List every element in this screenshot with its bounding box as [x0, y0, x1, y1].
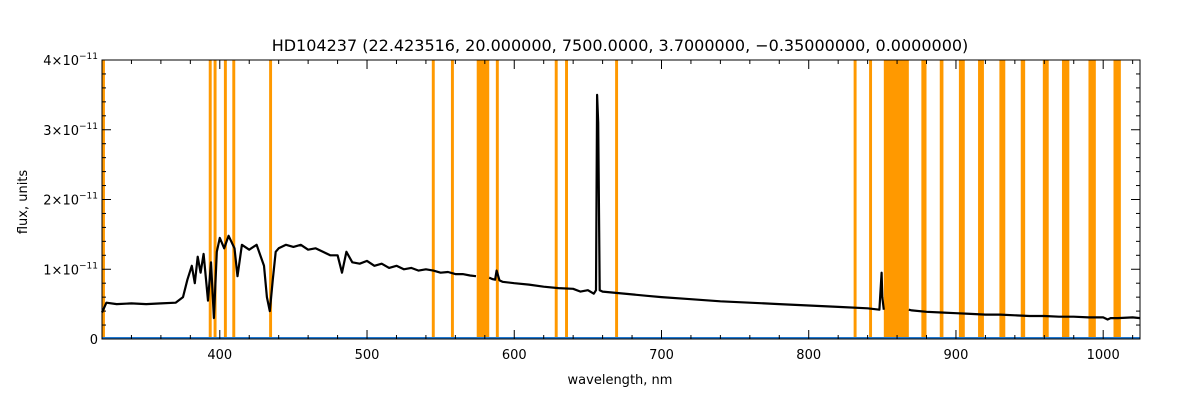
masked-band [615, 60, 619, 339]
x-tick-label: 400 [207, 348, 232, 363]
x-tick-label: 500 [355, 348, 380, 363]
spectrum-line [100, 234, 477, 320]
masked-band [1113, 60, 1121, 339]
spectrum-series [100, 93, 1141, 321]
masked-band [476, 60, 490, 339]
y-tick-label: 2×10−11 [43, 192, 98, 209]
masked-band [223, 60, 227, 339]
masked-band [565, 60, 568, 339]
masked-band [1020, 60, 1026, 339]
masked-band [450, 60, 454, 339]
x-tick-label: 900 [944, 348, 969, 363]
y-axis-ticks: 0 1×10−11 2×10−11 3×10−11 4×10−11 [43, 52, 1140, 348]
masked-band [978, 60, 984, 339]
masked-band [232, 60, 236, 339]
masked-band [1042, 60, 1049, 339]
masked-band [495, 60, 499, 339]
x-axis-ticks: 400 500 600 700 800 900 1000 [101, 60, 1134, 363]
x-tick-label: 800 [796, 348, 821, 363]
masked-band [883, 60, 909, 339]
masked-band [921, 60, 927, 339]
plot-frame [101, 59, 1141, 340]
masked-band [939, 60, 944, 339]
y-axis-label: flux, units [16, 170, 31, 235]
masked-band [1061, 60, 1070, 339]
masked-band [869, 60, 873, 339]
x-tick-label: 600 [502, 348, 527, 363]
masked-band [1088, 60, 1096, 339]
y-tick-label: 3×10−11 [43, 122, 98, 139]
y-tick-label: 1×10−11 [43, 261, 98, 278]
y-tick-label: 4×10−11 [43, 52, 98, 69]
masked-band [208, 60, 212, 339]
y-tick-label: 0 [90, 333, 98, 348]
masked-band [431, 60, 435, 339]
spectrum-line [488, 93, 885, 311]
masked-bands [102, 60, 1121, 339]
axes-frame [101, 59, 1141, 340]
x-tick-label: 700 [649, 348, 674, 363]
masked-band [554, 60, 558, 339]
spectrum-line [908, 308, 1141, 321]
masked-band [213, 60, 217, 339]
masked-band [853, 60, 857, 339]
chart-title: HD104237 (22.423516, 20.000000, 7500.000… [272, 36, 969, 55]
x-tick-label: 1000 [1087, 348, 1120, 363]
masked-band [269, 60, 273, 339]
masked-band [999, 60, 1006, 339]
masked-band [958, 60, 965, 339]
x-axis-label: wavelength, nm [568, 373, 673, 388]
